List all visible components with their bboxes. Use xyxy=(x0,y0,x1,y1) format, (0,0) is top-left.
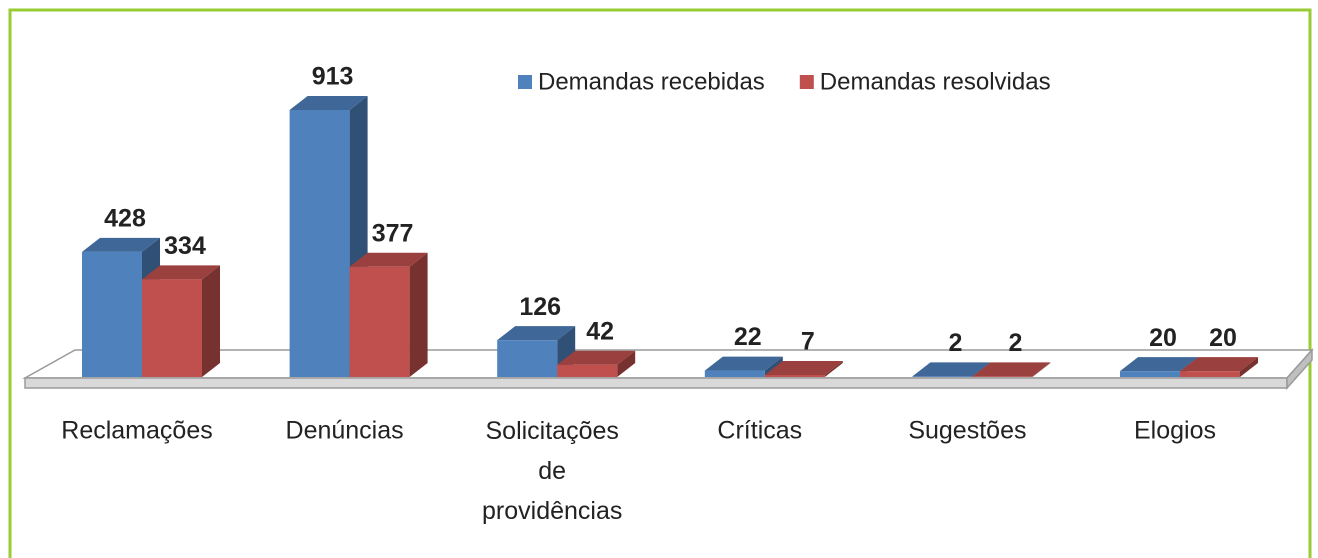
bar-top xyxy=(289,96,368,110)
bar-side xyxy=(409,252,428,377)
bar-front xyxy=(349,266,410,377)
value-label: 2 xyxy=(948,329,962,357)
x-tick-label: Sugestões xyxy=(908,417,1026,445)
legend-swatch xyxy=(799,75,814,89)
bar xyxy=(1180,357,1258,377)
x-tick-label: Solicitações de providências xyxy=(482,417,622,525)
bar-top xyxy=(142,265,220,280)
bar-top xyxy=(1120,357,1198,372)
bar-front xyxy=(289,110,350,377)
x-tick-label: Denúncias xyxy=(286,417,404,445)
value-label: 428 xyxy=(104,204,146,232)
bar-front xyxy=(1180,371,1240,377)
value-label: 126 xyxy=(519,293,561,321)
bar xyxy=(972,362,1051,377)
value-label: 334 xyxy=(164,232,206,260)
value-label: 20 xyxy=(1209,324,1237,352)
bar-side xyxy=(202,265,220,377)
legend-label: Demandas resolvidas xyxy=(820,68,1051,95)
bar-front xyxy=(764,374,825,377)
legend-swatch xyxy=(518,75,532,89)
value-label: 377 xyxy=(372,219,414,247)
bar-top xyxy=(704,356,783,371)
bar-front xyxy=(1120,371,1180,377)
bar-side xyxy=(1240,357,1258,377)
x-tick-label: Elogios xyxy=(1134,417,1216,445)
bar-front xyxy=(912,376,973,377)
x-tick-label: Reclamações xyxy=(61,417,212,445)
bar xyxy=(497,326,576,377)
bar-top xyxy=(972,362,1051,377)
frame xyxy=(8,8,1312,558)
bar xyxy=(349,252,428,377)
value-label: 913 xyxy=(312,63,354,91)
bar-front xyxy=(142,279,202,377)
value-label: 22 xyxy=(734,323,762,351)
bar xyxy=(764,360,843,377)
value-label: 2 xyxy=(1008,329,1022,357)
bar-front xyxy=(497,340,558,377)
bar xyxy=(557,350,636,377)
bar-front xyxy=(972,376,1033,377)
bar-top xyxy=(557,350,636,365)
bar-front xyxy=(82,251,142,377)
x-tick-label: Críticas xyxy=(717,417,802,445)
value-label: 7 xyxy=(801,328,815,356)
bar-top xyxy=(82,237,160,252)
bar-top xyxy=(497,326,576,341)
bar-top xyxy=(764,360,843,375)
bar-front xyxy=(557,364,618,377)
bar-top xyxy=(1180,357,1258,372)
bar-side xyxy=(824,360,843,377)
bar-side xyxy=(617,350,636,377)
value-label: 42 xyxy=(586,317,614,345)
bar-front xyxy=(704,370,765,377)
bar-top xyxy=(349,252,428,267)
bar-top xyxy=(912,362,991,377)
bar-side xyxy=(1032,362,1051,377)
legend-label: Demandas recebidas xyxy=(538,68,765,95)
bar xyxy=(142,265,220,377)
value-label: 20 xyxy=(1149,324,1177,352)
